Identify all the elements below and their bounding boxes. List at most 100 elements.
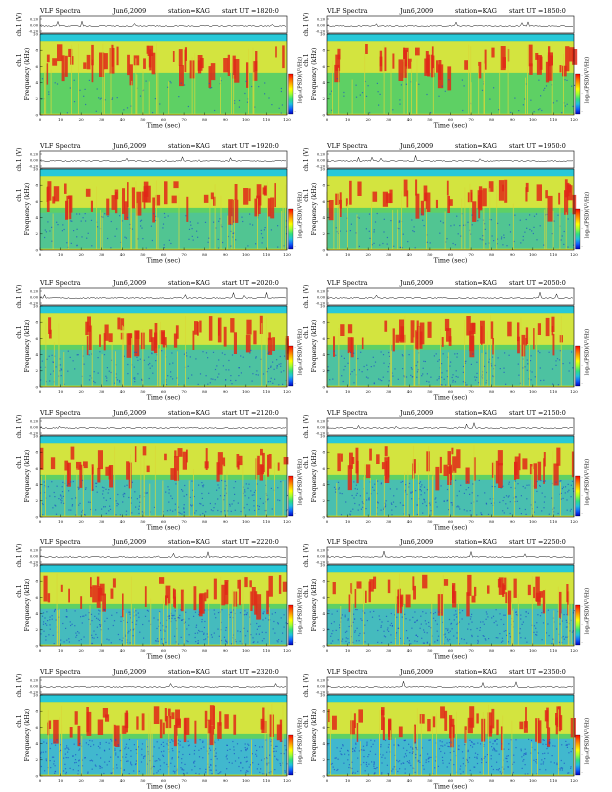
colorbar-tick: - [295,753,296,757]
colorbar-label: log₁₀(PSD)(V²/Hz) [584,329,591,375]
frequency-tick: 2 [322,368,325,373]
frequency-tick: 6 [35,595,38,600]
frequency-tick: 8 [35,48,38,53]
panel-date: Jun6,2009 [399,279,433,287]
frequency-tick: 0 [322,112,325,117]
colorbar-label: log₁₀(PSD)(V²/Hz) [297,57,304,103]
timeseries-trace [39,291,287,299]
time-tick: 0 [326,389,329,394]
timeseries-ylabel: ch.1 (V) [16,148,23,172]
time-axis-label: Time (sec) [147,122,181,130]
spectrogram-ylabel: Frequency (kHz) [24,450,31,503]
frequency-tick: 10 [320,31,326,36]
timeseries-ylabel: ch.1 (V) [16,415,23,439]
colorbar-tick: - [582,476,583,480]
colorbar-tick: - [582,346,583,350]
timeseries-tick: 0.20 [30,17,39,21]
timeseries-tick: -0.20 [316,690,326,694]
frequency-tick: 6 [35,199,38,204]
time-tick: 60 [448,648,454,653]
time-tick: 90 [510,648,516,653]
frequency-tick: 0 [35,514,38,519]
colorbar-tick: - [582,753,583,757]
frequency-tick: 2 [322,96,325,101]
spectrogram-channel-label: ch.1 [303,188,310,201]
time-tick: 30 [386,778,392,783]
timeseries-trace [39,20,287,27]
time-tick: 80 [489,389,495,394]
timeseries-trace [39,156,287,163]
timeseries-tick: 0.20 [317,419,326,423]
time-tick: 20 [366,117,372,122]
timeseries-tick: 0.20 [30,678,39,682]
time-tick: 80 [489,519,495,524]
timeseries-frame [39,546,288,565]
time-tick: 100 [529,519,537,524]
spectrogram-image [327,34,578,115]
time-tick: 90 [223,778,229,783]
colorbar [288,345,294,387]
time-tick: 20 [79,389,85,394]
time-tick: 30 [386,389,392,394]
time-tick: 60 [161,117,167,122]
time-tick: 100 [242,519,250,524]
frequency-tick: 8 [322,183,325,188]
frequency-tick: 8 [322,709,325,714]
spectrogram-panel: VLF Spectra Jun6,2009 station=KAG start UT … [16,279,304,402]
time-tick: 30 [99,117,105,122]
timeseries-tick: -0.20 [316,301,326,305]
frequency-tick: 8 [322,48,325,53]
colorbar-tick: - [295,92,296,96]
panel-station: station=KAG [455,7,497,15]
time-tick: 0 [326,117,329,122]
panel-title: VLF Spectra [39,279,81,287]
spectrogram-ylabel: Frequency (kHz) [311,320,318,373]
timeseries-tick: -0.20 [29,164,39,168]
frequency-tick: 6 [322,595,325,600]
panel-start-time: start UT =1820:0 [222,7,279,15]
time-tick: 70 [469,117,475,122]
timeseries-tick: 0.00 [30,554,39,558]
frequency-tick: 10 [320,692,326,697]
frequency-tick: 0 [322,643,325,648]
colorbar [575,604,581,646]
time-tick: 0 [326,778,329,783]
time-tick: 80 [489,252,495,257]
panel-station: station=KAG [168,142,210,150]
time-tick: 70 [182,778,188,783]
colorbar-label: log₁₀(PSD)(V²/Hz) [297,588,304,634]
colorbar-tick: - [295,771,296,775]
time-tick: 0 [39,519,42,524]
time-tick: 40 [120,117,126,122]
frequency-tick: 6 [35,64,38,69]
time-tick: 50 [140,519,146,524]
time-tick: 0 [39,252,42,257]
time-tick: 90 [510,519,516,524]
time-tick: 50 [427,252,433,257]
spectrogram-channel-label: ch.1 [16,53,23,66]
time-tick: 60 [161,389,167,394]
timeseries-tick: -0.20 [29,690,39,694]
frequency-tick: 4 [322,611,325,616]
time-tick: 100 [242,117,250,122]
frequency-tick: 2 [35,368,38,373]
time-tick: 0 [39,648,42,653]
spectrogram-panel: VLF Spectra Jun6,2009 station=KAG start UT … [303,409,591,532]
frequency-tick: 6 [322,725,325,730]
frequency-tick: 2 [322,231,325,236]
time-tick: 70 [182,519,188,524]
time-tick: 110 [550,778,558,783]
timeseries-tick: 0.00 [317,158,326,162]
panel-start-time: start UT =2350:0 [509,668,566,676]
time-tick: 90 [223,389,229,394]
frequency-tick: 0 [35,773,38,778]
timeseries-frame [39,287,288,306]
time-tick: 10 [345,648,351,653]
panel-station: station=KAG [455,279,497,287]
panel-start-time: start UT =2150:0 [509,409,566,417]
frequency-tick: 4 [35,80,38,85]
frequency-tick: 8 [322,320,325,325]
frequency-tick: 0 [322,773,325,778]
